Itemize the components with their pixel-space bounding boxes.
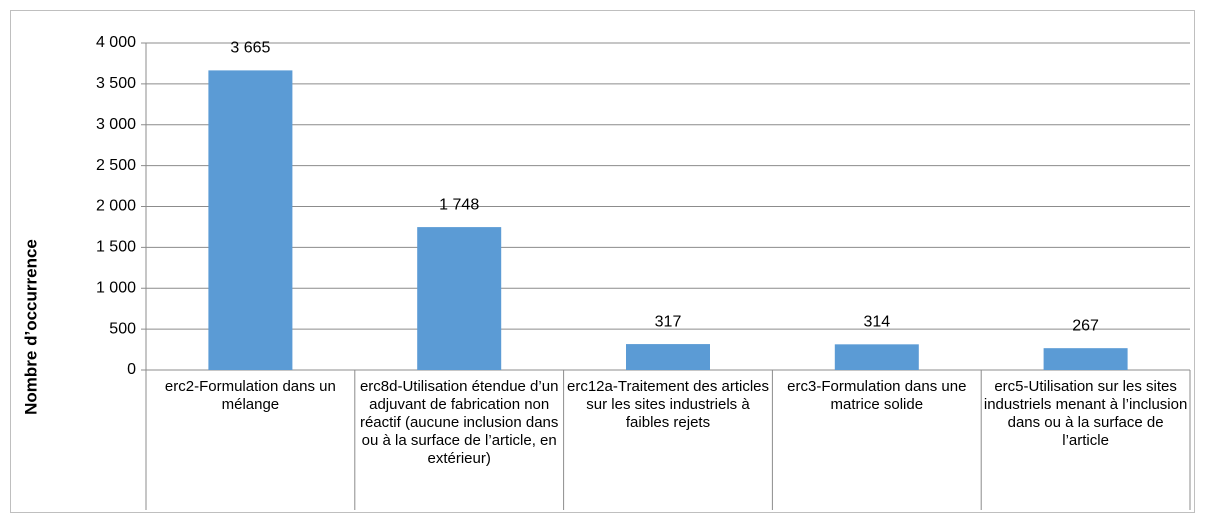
x-tick-label: erc5-Utilisation sur les sites industrie… <box>983 378 1188 449</box>
y-tick-label: 3 500 <box>96 75 136 92</box>
x-tick-label: erc8d-Utilisation étendue d’un adjuvant … <box>359 378 559 467</box>
y-axis-title: Nombre d’occurrence <box>21 239 40 415</box>
bar <box>417 227 502 370</box>
x-tick-label: erc12a-Traitement des articles sur les s… <box>566 378 770 431</box>
bar <box>626 344 710 370</box>
y-tick-label: 4 000 <box>96 34 136 51</box>
chart-border <box>10 10 1195 513</box>
bar <box>208 70 293 370</box>
x-tick-label: erc2-Formulation dans un mélange <box>164 378 336 413</box>
y-tick-label: 2 500 <box>96 157 136 174</box>
y-tick-label: 1 000 <box>96 279 136 296</box>
bar <box>1043 348 1128 370</box>
data-label: 267 <box>1072 317 1099 334</box>
x-tick-label: erc3-Formulation dans une matrice solide <box>787 378 967 413</box>
y-tick-label: 0 <box>127 361 136 378</box>
data-label: 317 <box>655 313 682 330</box>
data-label: 3 665 <box>230 40 270 57</box>
data-label: 314 <box>863 314 890 331</box>
y-tick-label: 1 500 <box>96 239 136 256</box>
bar <box>834 344 919 370</box>
y-tick-label: 2 000 <box>96 198 136 215</box>
data-label: 1 748 <box>439 196 479 213</box>
y-tick-label: 500 <box>109 320 136 337</box>
y-tick-label: 3 000 <box>96 116 136 133</box>
